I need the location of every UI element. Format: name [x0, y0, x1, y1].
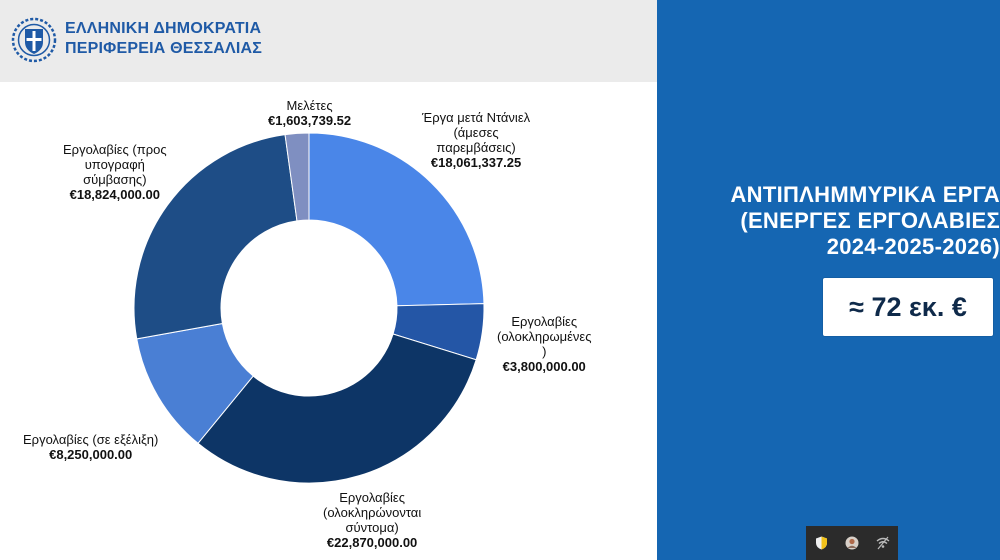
slice-label: Έργα μετά Ντάνιελ (άμεσες παρεμβάσεις) €18,… [422, 110, 530, 170]
panel-title: ΑΝΤΙΠΛΗΜΜΥΡΙΚΑ ΕΡΓΑ (ΕΝΕΡΓΕΣ ΕΡΓΟΛΑΒΙΕΣ … [660, 182, 1000, 260]
donut-chart: Έργα μετά Ντάνιελ (άμεσες παρεμβάσεις) €18,… [0, 82, 657, 560]
slice-label-value: €8,250,000.00 [49, 447, 133, 462]
slice-label-name: σύμβασης) [83, 172, 147, 187]
panel-title-line3: 2024-2025-2026) [826, 234, 1000, 259]
system-tray [806, 526, 898, 560]
slice-label-name: Έργα μετά Ντάνιελ [422, 110, 531, 125]
slice-label-name: παρεμβάσεις) [436, 140, 516, 155]
panel-title-line2: (ΕΝΕΡΓΕΣ ΕΡΓΟΛΑΒΙΕΣ [740, 208, 1000, 233]
slice-label: Μελέτες €1,603,739.52 [268, 98, 351, 128]
right-panel: ΑΝΤΙΠΛΗΜΜΥΡΙΚΑ ΕΡΓΑ (ΕΝΕΡΓΕΣ ΕΡΓΟΛΑΒΙΕΣ … [657, 0, 1000, 560]
slice-label-name: Εργολαβίες (προς [63, 142, 167, 157]
slice-label-name: ) [542, 344, 547, 359]
donut-chart-svg [133, 132, 485, 484]
slice-label: Εργολαβίες (ολοκληρώνονται σύντομα) €22,870… [323, 490, 421, 550]
slice-label-value: €3,800,000.00 [502, 359, 586, 374]
donut-slice [308, 132, 485, 307]
panel-title-line1: ΑΝΤΙΠΛΗΜΜΥΡΙΚΑ ΕΡΓΑ [730, 182, 1000, 207]
user-avatar-icon[interactable] [845, 536, 859, 550]
slice-label-value: €22,870,000.00 [326, 535, 418, 550]
org-name-line1: ΕΛΛΗΝΙΚΗ ΔΗΜΟΚΡΑΤΙΑ [65, 20, 262, 37]
slice-label: Εργολαβίες (σε εξέλιξη) €8,250,000.00 [23, 432, 158, 462]
shield-icon[interactable] [814, 536, 828, 550]
slice-label-name: σύντομα) [345, 520, 399, 535]
slice-label-name: Εργολαβίες [339, 490, 405, 505]
donut-slice [197, 333, 477, 484]
donut-slice [133, 134, 298, 340]
greek-coat-of-arms-icon [11, 17, 57, 63]
header-bar: ΕΛΛΗΝΙΚΗ ΔΗΜΟΚΡΑΤΙΑ ΠΕΡΙΦΕΡΕΙΑ ΘΕΣΣΑΛΙΑΣ [0, 0, 657, 82]
slice-label-name: Εργολαβίες (σε εξέλιξη) [23, 432, 159, 447]
slice-label: Εργολαβίες (προς υπογραφή σύμβασης) €18,824… [63, 142, 167, 202]
slice-label-name: υπογραφή [84, 157, 145, 172]
donut-slice [284, 132, 310, 222]
slice-label-name: Μελέτες [286, 98, 333, 113]
slice-label-value: €18,824,000.00 [69, 187, 160, 202]
total-amount-box: ≈ 72 εκ. € [823, 278, 993, 336]
slice-label-name: (ολοκληρωμένες [497, 329, 592, 344]
slice-label-name: (άμεσες [453, 125, 499, 140]
network-disconnected-icon[interactable] [876, 536, 890, 550]
total-amount: ≈ 72 εκ. € [849, 291, 967, 322]
slice-label-name: (ολοκληρώνονται [323, 505, 422, 520]
slice-label-value: €18,061,337.25 [430, 155, 522, 170]
slice-label-name: Εργολαβίες [511, 314, 578, 329]
org-name-line2: ΠΕΡΙΦΕΡΕΙΑ ΘΕΣΣΑΛΙΑΣ [65, 40, 263, 57]
slice-label-value: €1,603,739.52 [268, 113, 352, 128]
slice-label: Εργολαβίες (ολοκληρωμένες) €3,800,000.00 [497, 314, 591, 374]
